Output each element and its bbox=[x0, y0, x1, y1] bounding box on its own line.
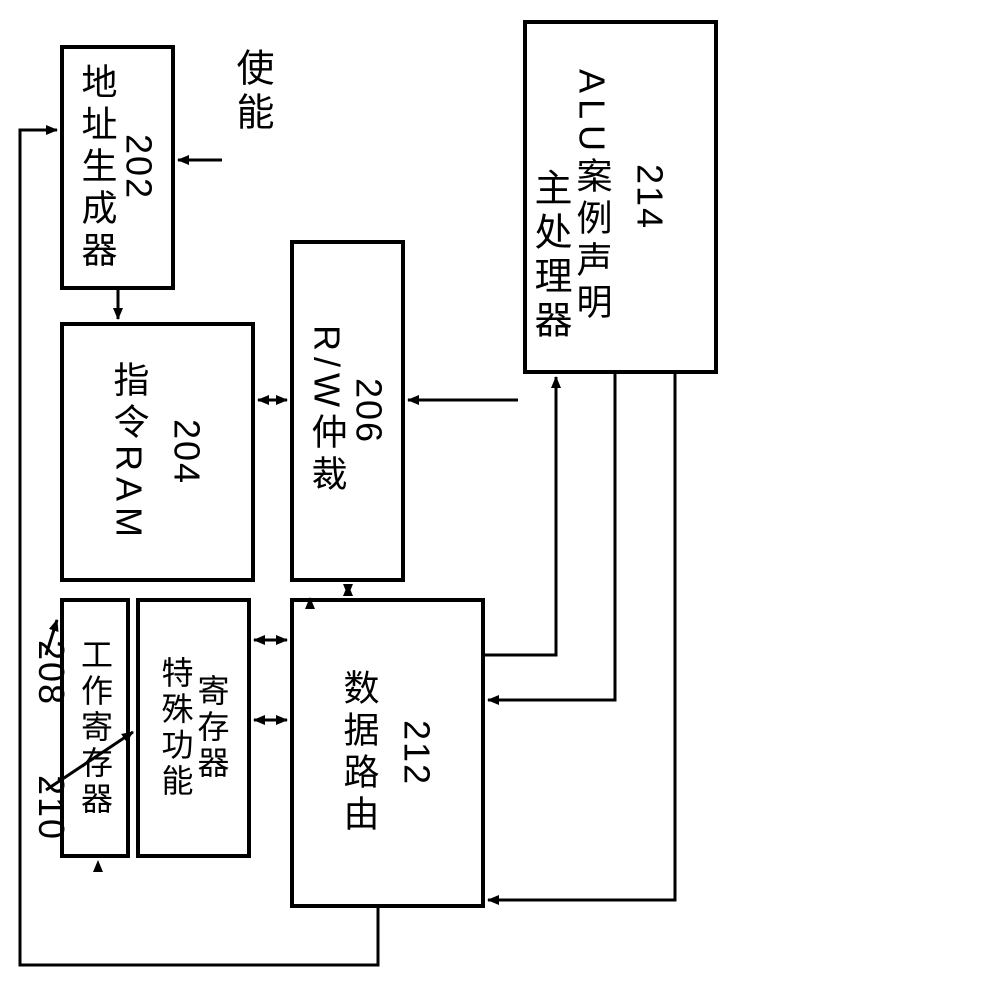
node-instr-ram: 指令RAM 204 bbox=[60, 322, 255, 582]
node-sf-reg-label-1: 特殊功能 bbox=[160, 656, 192, 800]
node-alu-label: ALU案例声明 bbox=[574, 69, 610, 325]
node-data-route: 数据路由 212 bbox=[290, 598, 485, 908]
node-data-route-id: 212 bbox=[399, 720, 435, 786]
node-rw-arbiter: R/W仲裁 206 bbox=[290, 240, 405, 582]
edge-alu-dataroute-far bbox=[488, 374, 675, 900]
node-instr-ram-id: 204 bbox=[169, 419, 205, 485]
id-label-208: 208 bbox=[30, 640, 72, 706]
node-rw-arbiter-id: 206 bbox=[351, 378, 387, 444]
node-instr-ram-label: 指令RAM bbox=[111, 361, 147, 543]
node-work-reg-label: 工作寄存器 bbox=[79, 638, 111, 818]
node-rw-arbiter-label: R/W仲裁 bbox=[309, 325, 345, 497]
id-label-210: 210 bbox=[30, 775, 72, 841]
diagram-canvas: 地址生成器 202 指令RAM 204 R/W仲裁 206 工作寄存器 特殊功能… bbox=[0, 0, 998, 1000]
node-sf-reg-label-2: 寄存器 bbox=[196, 674, 228, 782]
node-alu-id: 214 bbox=[632, 164, 668, 230]
node-data-route-label: 数据路由 bbox=[341, 669, 377, 837]
node-addr-gen-id: 202 bbox=[121, 134, 157, 200]
label-enable: 使能 bbox=[224, 48, 279, 136]
node-addr-gen: 地址生成器 202 bbox=[60, 45, 175, 290]
edge-alu-dataroute-mid bbox=[488, 374, 615, 700]
node-sf-reg: 特殊功能 寄存器 bbox=[136, 598, 251, 858]
label-main-cpu: 主处理器 bbox=[522, 168, 577, 344]
node-addr-gen-label: 地址生成器 bbox=[79, 63, 115, 273]
edge-dataroute-alu-up bbox=[485, 377, 556, 655]
